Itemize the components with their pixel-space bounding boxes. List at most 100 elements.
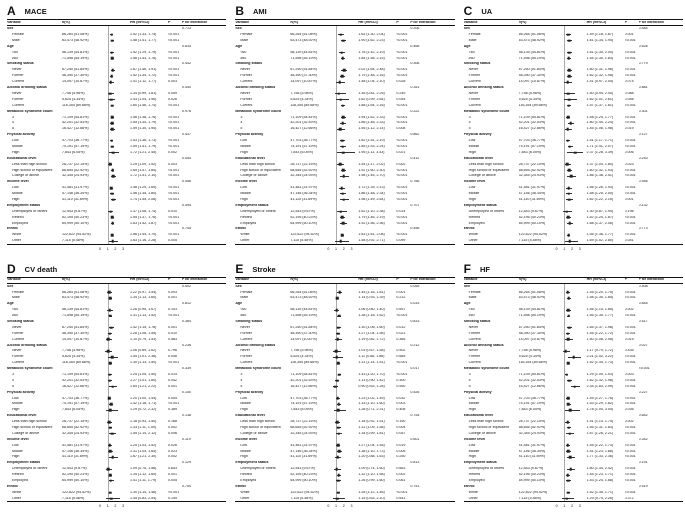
- hr-ci-value: 1.25 (1.05, 1.50): [130, 373, 157, 376]
- forest-row: 3 71,109 (54.81%) 1.56 (1.38, 1.76) <0.001: [7, 114, 226, 121]
- n-value: 47,703 (36.77%): [518, 139, 546, 143]
- plot-cell: [557, 31, 584, 38]
- panel-body: Sex 0.206 Female 66,264 (51.08%) 1.63 (1.30,…: [235, 26, 455, 245]
- plot-cell: [328, 90, 355, 97]
- column-header-row: Variable n(%) HR (95%CI) P P for interac…: [463, 19, 683, 26]
- plot-cell: [328, 307, 355, 313]
- hr-marker: [567, 379, 571, 382]
- p-interaction-value: 0.713: [182, 27, 191, 31]
- plot-cell: [557, 208, 584, 215]
- forest-row: Unemployed or others 12,543 (9.67%) 1.09 (…: [7, 466, 226, 472]
- hr-marker: [567, 104, 571, 107]
- p-value: 0.196: [624, 209, 634, 213]
- plot-cell: [328, 161, 355, 168]
- variable-label: 3: [468, 373, 471, 376]
- n-value: 68,655 (52.92%): [518, 426, 546, 430]
- plot-cell: [557, 301, 584, 307]
- hr-marker: [568, 326, 571, 329]
- hr-ci-value: 1.80 (1.44, 2.24): [586, 121, 614, 125]
- column-header-p: P: [396, 278, 399, 282]
- variable-label: Low: [12, 396, 19, 400]
- hr-ci-value: 1.55 (1.12, 2.14): [358, 127, 385, 131]
- p-interaction-value: 0.745: [182, 227, 191, 231]
- forest-row: High 41,110 (31.69%) 1.67 (1.21, 2.30) 0.00…: [7, 454, 226, 461]
- hr-marker: [568, 222, 571, 225]
- n-value: 42,201 (32.53%): [518, 121, 546, 125]
- hr-marker: [333, 385, 337, 388]
- column-header-hr: HR (95%CI): [586, 278, 607, 282]
- plot-cell: [557, 214, 584, 221]
- variable-label: 4: [12, 378, 14, 382]
- hr-marker: [107, 467, 110, 471]
- hr-marker: [340, 186, 343, 190]
- plot-cell: [100, 61, 127, 68]
- panel-body: Sex 0.713 Female 66,264 (51.08%) 1.52 (1.33,…: [7, 26, 227, 245]
- column-header-n: n(%): [518, 278, 527, 282]
- n-value: 63,473 (48.92%): [62, 296, 89, 300]
- forest-row: Middle 47,146 (36.34%) 1.56 (1.35, 1.80) <0…: [7, 190, 226, 197]
- subgroup-header-row: Employment status 0.494: [7, 202, 226, 209]
- plot-cell: [100, 96, 127, 103]
- p-value: 0.372: [624, 496, 634, 500]
- hr-marker: [338, 291, 341, 294]
- n-value: 28,737 (22.15%): [518, 420, 546, 424]
- variable-label: High: [12, 150, 20, 154]
- n-value: 7,843 (6.05%): [290, 408, 313, 412]
- forest-row: Current 116,354 (89.68%) 1.88 (1.64, 2.16)…: [235, 102, 454, 109]
- forest-row: Former 5,625 (4.34%) 1.55 (1.01, 2.38) 0.04…: [7, 354, 226, 360]
- hr-ci-value: 1.62 (1.32, 1.98): [586, 378, 614, 382]
- n-value: 41,110 (31.69%): [62, 197, 89, 201]
- plot-cell: [100, 37, 127, 44]
- hr-marker: [337, 402, 340, 406]
- forest-row: Never 67,250 (51.84%) 1.30 (1.06, 1.60) 0.0…: [235, 324, 454, 331]
- p-interaction-value: 0.129: [182, 461, 191, 465]
- forest-row: White 122,622 (94.52%) 1.56 (1.44, 1.70) <0…: [7, 232, 226, 238]
- forest-panel: D CV death Variable n(%) HR (95%CI) P P …: [0, 258, 228, 515]
- hr-ci-value: 1.30 (1.13, 1.50): [130, 361, 157, 365]
- plot-cell: [100, 90, 127, 97]
- hr-ci-value: 1.03 (0.67, 1.58): [358, 349, 385, 353]
- hr-ci-value: 1.55 (1.14, 2.12): [130, 431, 157, 435]
- n-value: 58,139 (44.81%): [290, 50, 317, 54]
- plot-cell: [557, 196, 584, 203]
- hr-ci-value: 1.42 (1.15, 1.76): [130, 325, 157, 329]
- hr-marker: [109, 98, 113, 101]
- subgroup-label: Employment status: [463, 461, 497, 465]
- plot-cell: [328, 238, 355, 244]
- plot-cell: [328, 360, 355, 366]
- p-interaction-value: 0.466: [410, 44, 420, 48]
- n-value: 52,195 (40.23%): [290, 473, 317, 477]
- n-value: 58,139 (44.81%): [62, 50, 89, 54]
- p-interaction-value: 0.440: [182, 86, 191, 90]
- hr-marker: [573, 385, 576, 388]
- axis-spacer: [625, 502, 639, 510]
- plot-cell: [328, 295, 355, 302]
- p-value: 0.168: [168, 420, 177, 424]
- forest-row: Unemployed or others 12,543 (9.67%) 1.80 (…: [464, 466, 683, 472]
- variable-label: Employed: [240, 479, 257, 483]
- ci-line: [562, 498, 575, 499]
- p-value: 0.001: [624, 33, 634, 37]
- p-value: <0.001: [624, 325, 636, 329]
- forest-row: <60 58,139 (44.81%) 1.46 (1.15, 1.85) 0.002: [464, 307, 683, 313]
- hr-marker: [341, 121, 344, 125]
- forest-row: Current 14,097 (10.87%) 1.48 (1.04, 2.10) 0…: [235, 79, 454, 85]
- subgroup-label: Smoking status: [463, 319, 491, 323]
- n-value: 41,481 (31.97%): [518, 186, 546, 190]
- hr-marker: [566, 33, 570, 37]
- subgroup-label: Alcohol drinking status: [7, 343, 47, 347]
- p-value: <0.001: [624, 221, 636, 225]
- p-value: <0.001: [624, 490, 636, 494]
- p-value: 0.641: [396, 496, 406, 500]
- hr-ci-value: 1.52 (1.34, 1.72): [130, 74, 157, 78]
- forest-row: Current 116,354 (89.68%) 1.57 (1.37, 1.81)…: [464, 102, 683, 109]
- forest-row: 5 16,427 (12.66%) 0.90 (0.63, 1.28) 0.550: [235, 383, 454, 390]
- p-interaction-value: 0.132: [638, 203, 648, 207]
- hr-ci-value: 1.60 (1.32, 1.93): [586, 168, 614, 172]
- hr-marker: [567, 426, 570, 430]
- n-value: 66,264 (51.08%): [290, 33, 317, 37]
- subgroup-header-row: Income level 0.766: [235, 179, 454, 185]
- hr-marker: [341, 145, 344, 149]
- forest-row: Less than high school 28,737 (22.15%) 1.29…: [7, 161, 226, 168]
- subgroup-header-row: Alcohol drinking status 0.027: [464, 342, 683, 349]
